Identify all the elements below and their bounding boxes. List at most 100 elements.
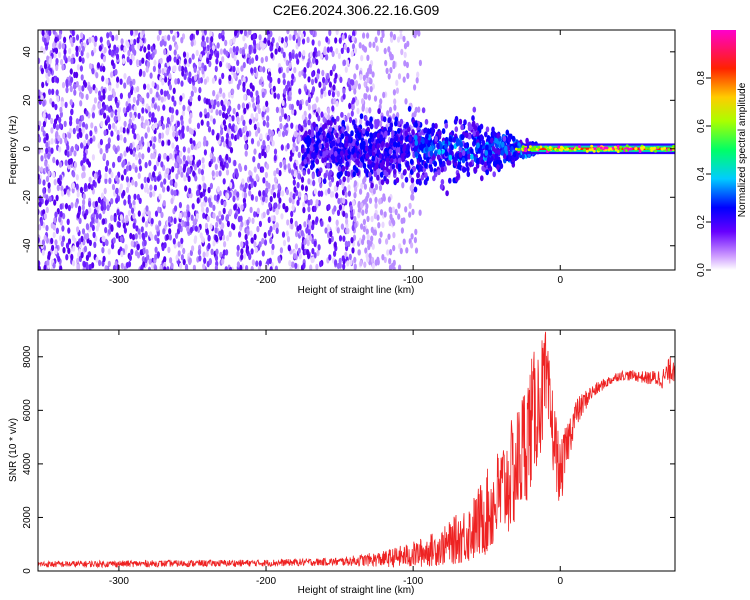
spectrogram-cell (341, 34, 345, 41)
spectrogram-cell (163, 178, 167, 185)
spectrogram-cell (53, 52, 57, 59)
spectrogram-cell (119, 214, 123, 221)
spectrogram-cell (388, 148, 393, 155)
spectrogram-cell (107, 228, 112, 235)
spectrogram-cell (79, 186, 84, 194)
spectrogram-cell (95, 256, 99, 263)
spectrogram-cell (215, 52, 220, 59)
spectrogram-cell (303, 158, 308, 165)
spectrogram-frame (37, 29, 676, 271)
spectrogram-cell (391, 163, 396, 170)
spectrogram-cell (141, 30, 145, 36)
spectrogram-cell (473, 125, 478, 132)
spectrogram-cell (289, 217, 294, 225)
spectrogram-cell (300, 184, 305, 191)
spectrogram-cell (129, 80, 133, 88)
snr-y-tick-label: 4000 (22, 452, 33, 475)
spectrogram-cell (366, 76, 370, 84)
tone-highlight (605, 146, 609, 150)
spectrogram-cell (151, 80, 155, 88)
spectrogram-cell (153, 175, 157, 182)
spectrogram-cell (357, 202, 361, 209)
spectrogram-cell (350, 50, 354, 57)
spectrogram-cell (379, 134, 383, 141)
colorbar: 0.00.20.40.60.8 Normalized spectral ampl… (696, 30, 748, 277)
spectrogram-cell (319, 181, 323, 189)
spectrogram-cell (104, 226, 108, 234)
spectrogram-cell (328, 126, 333, 132)
spectrogram-cell (161, 123, 165, 130)
spectrogram-cell (221, 222, 225, 229)
spectrogram-cell (70, 253, 74, 261)
spectrogram-cell (351, 43, 356, 50)
spectrogram-cell (190, 40, 194, 47)
spectrogram-cell (89, 130, 93, 137)
spectrogram-cell (235, 46, 239, 53)
spectrogram-cell (52, 30, 56, 35)
spectrogram-cell (345, 59, 350, 66)
spectrogram-cell (329, 46, 333, 53)
spectrogram-cell (383, 169, 387, 176)
spectrogram-x-tick-label: -200 (256, 275, 276, 286)
spectrogram-cell (463, 142, 468, 149)
spectrogram-cell (368, 107, 372, 114)
spectrogram-cell (59, 265, 63, 270)
spectrogram-cell (111, 122, 116, 129)
spectrogram-cell (379, 209, 384, 216)
spectrogram-cell (123, 227, 127, 234)
spectrogram-cell (250, 237, 254, 244)
spectrogram-cell (45, 224, 49, 232)
spectrogram-cell (317, 190, 321, 197)
spectrogram-cell (260, 57, 264, 64)
spectrogram-cell (144, 132, 148, 139)
spectrogram-cell (133, 105, 137, 113)
spectrogram-cell (335, 30, 339, 35)
spectrogram-cell (273, 154, 277, 162)
spectrogram-cell (126, 56, 130, 63)
spectrogram-cell (286, 143, 290, 150)
spectrogram-cell (327, 203, 331, 211)
spectrogram-cell (46, 259, 50, 266)
spectrogram-cell (331, 91, 335, 98)
spectrogram-cell (127, 210, 131, 217)
spectrogram-cell (262, 190, 266, 197)
spectrogram-cell (159, 264, 163, 270)
spectrogram-cell (387, 46, 391, 53)
spectrogram-cell (206, 215, 210, 222)
spectrogram-cell (371, 132, 376, 139)
spectrogram-cell (307, 168, 311, 175)
spectrogram-cell (218, 109, 222, 117)
spectrogram-cell (271, 243, 275, 251)
spectrogram-cell (323, 172, 328, 179)
spectrogram-cell (298, 51, 302, 58)
spectrogram-cell (207, 242, 211, 250)
spectrogram-cell (333, 185, 337, 192)
spectrogram-cell (158, 132, 162, 139)
spectrogram-cell (440, 166, 445, 173)
spectrogram-cell (297, 135, 302, 143)
spectrogram-cell (207, 235, 211, 242)
spectrogram-cell (389, 126, 393, 132)
spectrogram-cell (70, 108, 74, 116)
spectrogram-cell (437, 169, 441, 176)
tone-highlight (585, 149, 589, 153)
spectrogram-cell (166, 117, 170, 124)
spectrogram-cell (104, 177, 108, 184)
spectrogram-cell (262, 211, 266, 218)
spectrogram-cell (163, 95, 167, 102)
spectrogram-cell (293, 186, 297, 193)
spectrogram-cell (103, 104, 107, 111)
spectrogram-cell (194, 235, 198, 242)
spectrogram-cell (116, 76, 120, 83)
spectrogram-cell (288, 51, 292, 59)
spectrogram-cell (351, 103, 355, 111)
spectrogram-cell (338, 262, 342, 269)
spectrogram-cell (136, 85, 140, 93)
spectrogram-cell (198, 86, 202, 94)
spectrogram-cell (107, 260, 111, 268)
spectrogram-cell (134, 233, 138, 240)
spectrogram-cell (379, 171, 384, 178)
spectrogram-cell (370, 182, 374, 189)
spectrogram-cell (105, 160, 110, 167)
spectrogram-cell (85, 133, 89, 140)
